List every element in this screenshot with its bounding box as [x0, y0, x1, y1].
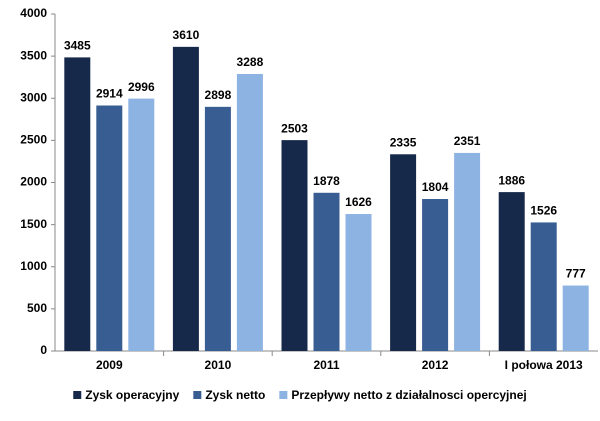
- bar: [498, 192, 525, 351]
- data-label: 2335: [390, 135, 417, 149]
- data-label: 3485: [64, 39, 91, 53]
- bar: [345, 214, 372, 351]
- bar: [281, 140, 308, 351]
- bar: [128, 98, 155, 351]
- data-label: 1886: [498, 173, 525, 187]
- data-label: 2351: [454, 134, 481, 148]
- data-label: 3610: [173, 28, 200, 42]
- y-tick-label: 1500: [20, 217, 47, 231]
- legend-marker: [193, 391, 202, 399]
- data-label: 777: [566, 267, 586, 281]
- bar: [236, 73, 263, 352]
- legend-label: Przepływy netto z działalnosci opercyjne…: [291, 388, 526, 402]
- bar: [390, 154, 417, 351]
- bar: [313, 192, 340, 351]
- bar: [562, 285, 589, 351]
- bar: [530, 222, 557, 351]
- y-tick-label: 3500: [20, 48, 47, 62]
- data-label: 2996: [128, 80, 155, 94]
- y-tick-label: 2500: [20, 133, 47, 147]
- x-tick-label: I połowa 2013: [505, 358, 583, 372]
- data-label: 3288: [237, 55, 264, 69]
- data-label: 1626: [345, 195, 372, 209]
- bar: [204, 106, 231, 351]
- data-label: 1878: [313, 174, 340, 188]
- legend-label: Zysk operacyjny: [85, 388, 179, 402]
- y-tick-label: 0: [40, 343, 47, 357]
- y-tick-label: 4000: [20, 6, 47, 20]
- data-label: 1804: [422, 180, 449, 194]
- bar: [172, 46, 199, 352]
- y-tick-label: 2000: [20, 175, 47, 189]
- x-tick-label: 2011: [313, 358, 339, 372]
- legend-marker: [279, 391, 288, 399]
- bar: [96, 105, 123, 351]
- y-tick-label: 1000: [20, 259, 47, 273]
- x-tick-label: 2012: [422, 358, 449, 372]
- legend-marker: [73, 391, 82, 399]
- data-label: 2914: [96, 87, 123, 101]
- x-tick-label: 2009: [96, 358, 123, 372]
- data-label: 2503: [281, 121, 308, 135]
- bar: [454, 152, 481, 351]
- data-label: 1526: [530, 204, 557, 218]
- y-tick-label: 500: [27, 301, 47, 315]
- y-tick-label: 3000: [20, 90, 47, 104]
- data-label: 2898: [205, 88, 232, 102]
- bar: [64, 57, 91, 352]
- x-tick-label: 2010: [205, 358, 232, 372]
- bar: [422, 199, 449, 351]
- legend-label: Zysk netto: [205, 388, 265, 402]
